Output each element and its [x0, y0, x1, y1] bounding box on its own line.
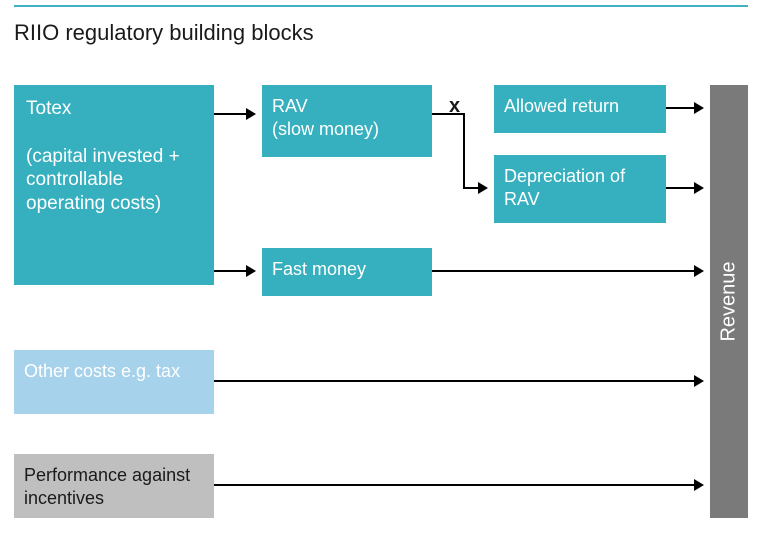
dep-box: Depreciation of RAV — [494, 155, 666, 223]
top-rule — [14, 5, 748, 7]
allowed-box: Allowed return — [494, 85, 666, 133]
totex-label: Totex (capital invested + controllable o… — [26, 97, 202, 216]
totex-box: Totex (capital invested + controllable o… — [14, 85, 214, 285]
totex-to-rav — [214, 108, 256, 120]
dep-to-rev — [666, 182, 704, 194]
allowed-to-rev — [666, 102, 704, 114]
allowed-label: Allowed return — [504, 95, 619, 118]
dep-label: Depreciation of RAV — [504, 165, 656, 210]
totex-to-fast — [214, 265, 256, 277]
perf-to-rev — [214, 479, 704, 491]
page-title: RIIO regulatory building blocks — [14, 20, 314, 46]
rav-box: RAV (slow money) — [262, 85, 432, 157]
revenue-bar: Revenue — [710, 85, 748, 518]
other-label: Other costs e.g. tax — [24, 360, 180, 383]
perf-box: Performance against incentives — [14, 454, 214, 518]
revenue-label: Revenue — [718, 261, 741, 341]
fast-box: Fast money — [262, 248, 432, 296]
rav-bracket — [432, 114, 480, 188]
fast-label: Fast money — [272, 258, 366, 281]
other-to-rev — [214, 375, 704, 387]
fast-to-rev — [432, 265, 704, 277]
rav-label: RAV (slow money) — [272, 95, 379, 140]
multiply-label: x — [449, 95, 460, 118]
other-box: Other costs e.g. tax — [14, 350, 214, 414]
perf-label: Performance against incentives — [24, 464, 204, 509]
